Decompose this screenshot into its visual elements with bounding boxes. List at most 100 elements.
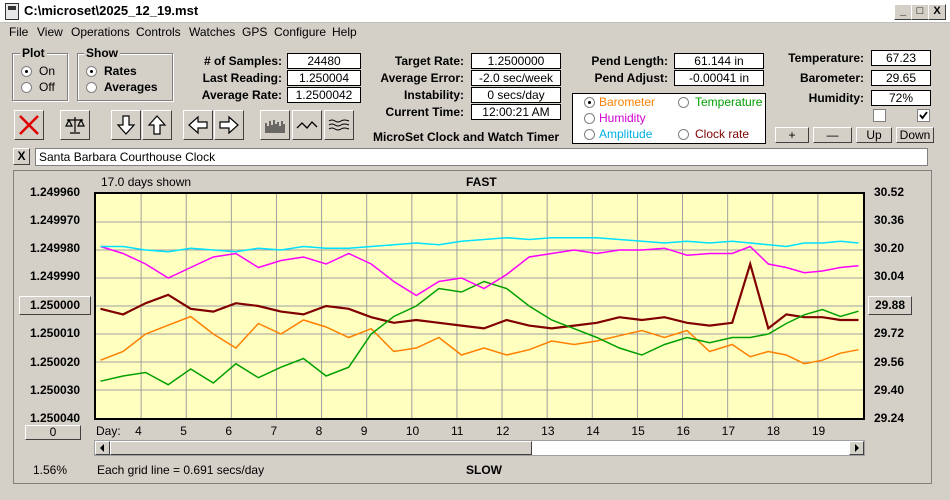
show-group (77, 53, 173, 101)
down-arrow-button[interactable] (111, 110, 141, 140)
menu-controls[interactable]: Controls (136, 25, 181, 39)
series-line-0 (100, 260, 859, 331)
maximize-button[interactable]: □ (911, 4, 929, 20)
graph-frame (13, 170, 932, 484)
arrow-left-icon (188, 115, 208, 135)
up-button[interactable]: Up (856, 127, 892, 143)
chart-svg (96, 194, 863, 418)
instability-field: 0 secs/day (471, 87, 561, 103)
instability-label: Instability: (403, 88, 464, 102)
menu-file[interactable]: File (9, 25, 29, 39)
right-tick-9: 29.24 (874, 411, 905, 425)
day-tick-label: 11 (450, 424, 464, 438)
right-center-button[interactable]: 29.88 (868, 296, 912, 315)
up-arrow-button[interactable] (142, 110, 172, 140)
app-icon[interactable] (5, 3, 19, 20)
arrow-down-icon (116, 115, 136, 135)
menu-gps[interactable]: GPS (242, 25, 268, 39)
plot-on-radio[interactable] (21, 66, 32, 77)
current-time-field: 12:00:21 AM (471, 104, 561, 120)
barometer-label: Barometer: (799, 71, 864, 85)
right-tick-1: 30.52 (874, 185, 905, 199)
multi-line-view-button[interactable] (324, 110, 354, 140)
day-tick-label: 15 (631, 424, 645, 438)
left-arrow-button[interactable] (183, 110, 213, 140)
day-tick-label: 12 (496, 424, 510, 438)
left-tick-8: 1.250030 (30, 383, 81, 397)
minimize-button[interactable]: _ (894, 4, 912, 20)
minus-button[interactable]: — (813, 127, 852, 143)
temperature-label: Temperature: (788, 51, 864, 65)
red-x-icon (19, 115, 39, 135)
zoom-percent: 1.56% (33, 463, 68, 477)
pend-adjust-label: Pend Adjust: (594, 71, 668, 85)
right-arrow-button[interactable] (214, 110, 244, 140)
series-line-4 (100, 236, 859, 253)
scroll-track-left[interactable] (110, 441, 532, 455)
day-tick-label: 19 (811, 424, 826, 438)
last-reading-label: Last Reading: (202, 71, 282, 85)
average-error-label: Average Error: (380, 71, 464, 85)
day-tick-label: 8 (315, 424, 323, 438)
plus-button[interactable]: + (775, 127, 809, 143)
arrow-right-icon (219, 115, 239, 135)
left-tick-4: 1.249990 (30, 269, 81, 283)
clock-rate-option: Clock rate (695, 127, 750, 141)
plot-off-radio[interactable] (21, 82, 32, 93)
day-tick-label: 17 (721, 424, 735, 438)
menu-watches[interactable]: Watches (189, 25, 236, 39)
line-view-button[interactable] (292, 110, 322, 140)
series-line-3 (100, 245, 859, 297)
left-zero-button[interactable]: 0 (25, 425, 81, 440)
barometer-radio[interactable] (584, 97, 595, 108)
humidity-radio[interactable] (584, 113, 595, 124)
env-checkbox-1[interactable] (873, 109, 886, 122)
amplitude-radio[interactable] (584, 129, 595, 140)
menu-view[interactable]: View (37, 25, 63, 39)
clock-rate-radio[interactable] (678, 129, 689, 140)
humidity-field: 72% (871, 90, 931, 106)
menu-configure[interactable]: Configure (274, 25, 327, 39)
env-checkbox-2[interactable] (917, 109, 930, 122)
comment-field[interactable]: Santa Barbara Courthouse Clock (35, 148, 928, 166)
menu-operations[interactable]: Operations (71, 25, 130, 39)
left-tick-7: 1.250020 (30, 355, 81, 369)
bars-view-button[interactable] (260, 110, 290, 140)
plot-off-label: Off (39, 80, 55, 94)
temperature-radio[interactable] (678, 97, 689, 108)
comment-clear-button[interactable]: X (13, 148, 30, 165)
day-tick-label: 18 (766, 424, 781, 438)
balance-button[interactable] (60, 110, 90, 140)
slow-label: SLOW (466, 463, 502, 477)
pend-length-field: 61.144 in (674, 53, 764, 69)
scroll-thumb[interactable] (532, 441, 850, 455)
series-line-1 (100, 315, 859, 365)
menu-help[interactable]: Help (332, 25, 357, 39)
day-tick-label: 9 (360, 424, 368, 438)
barometer-field: 29.65 (871, 70, 931, 86)
down-button[interactable]: Down (896, 127, 934, 143)
day-axis-label: Day: (96, 424, 121, 438)
clear-button[interactable] (14, 110, 44, 140)
left-tick-2: 1.249970 (30, 213, 81, 227)
graph-scrollbar[interactable] (94, 440, 865, 456)
humidity-label: Humidity: (808, 91, 864, 105)
plot-area[interactable] (94, 192, 865, 420)
title-bar[interactable]: C:\microset\2025_12_19.mst _ □ X (0, 0, 950, 23)
close-button[interactable]: X (928, 4, 946, 20)
left-center-button[interactable]: 1.250000 (19, 296, 91, 315)
current-time-label: Current Time: (385, 105, 464, 119)
target-rate-field[interactable]: 1.2500000 (471, 53, 561, 69)
scroll-left-button[interactable] (95, 441, 110, 455)
show-averages-radio[interactable] (86, 82, 97, 93)
left-tick-3: 1.249980 (30, 241, 81, 255)
samples-field: 24480 (287, 53, 361, 69)
show-rates-radio[interactable] (86, 66, 97, 77)
menu-bar: File View Operations Controls Watches GP… (0, 22, 950, 42)
right-tick-6: 29.72 (874, 326, 905, 340)
scroll-right-button[interactable] (849, 441, 864, 455)
show-averages-label: Averages (104, 80, 158, 94)
plot-on-label: On (39, 64, 56, 78)
average-rate-label: Average Rate: (201, 88, 282, 102)
right-tick-8: 29.40 (874, 383, 905, 397)
